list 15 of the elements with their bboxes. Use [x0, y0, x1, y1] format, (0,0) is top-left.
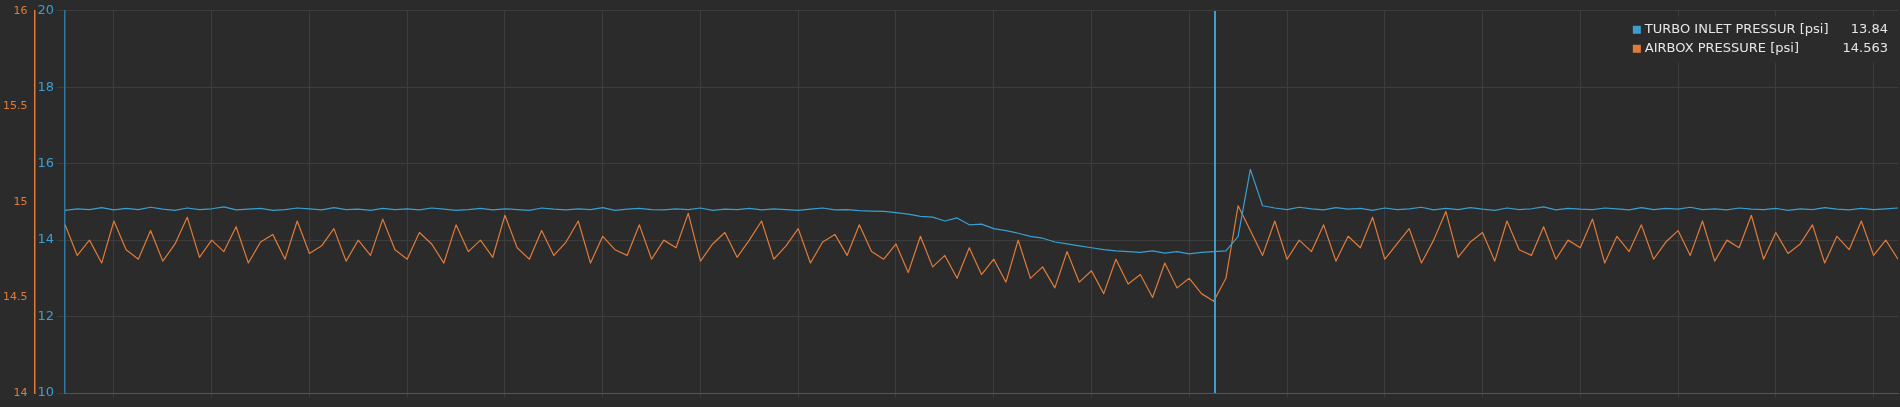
y2-tick-label: 15: [13, 194, 28, 208]
legend-label: TURBO INLET PRESSUR [psi]: [1643, 21, 1829, 37]
y2-tick-label: 14: [13, 385, 28, 399]
y-tick-label: 14: [37, 231, 55, 247]
y2-tick-label: 16: [13, 3, 28, 17]
y-tick-label: 20: [37, 2, 55, 18]
y-tick-label: 12: [37, 307, 55, 323]
legend-label: AIRBOX PRESSURE [psi]: [1644, 40, 1799, 56]
annotation: 14.563: [1842, 40, 1888, 56]
y-tick-label: 16: [37, 155, 55, 171]
y2-tick-label: 15.5: [2, 99, 28, 113]
annotation: 13.84: [1850, 21, 1888, 37]
y2-tick-label: 14.5: [2, 290, 28, 304]
y-tick-label: 10: [37, 384, 55, 400]
y-tick-label: 18: [37, 78, 55, 94]
